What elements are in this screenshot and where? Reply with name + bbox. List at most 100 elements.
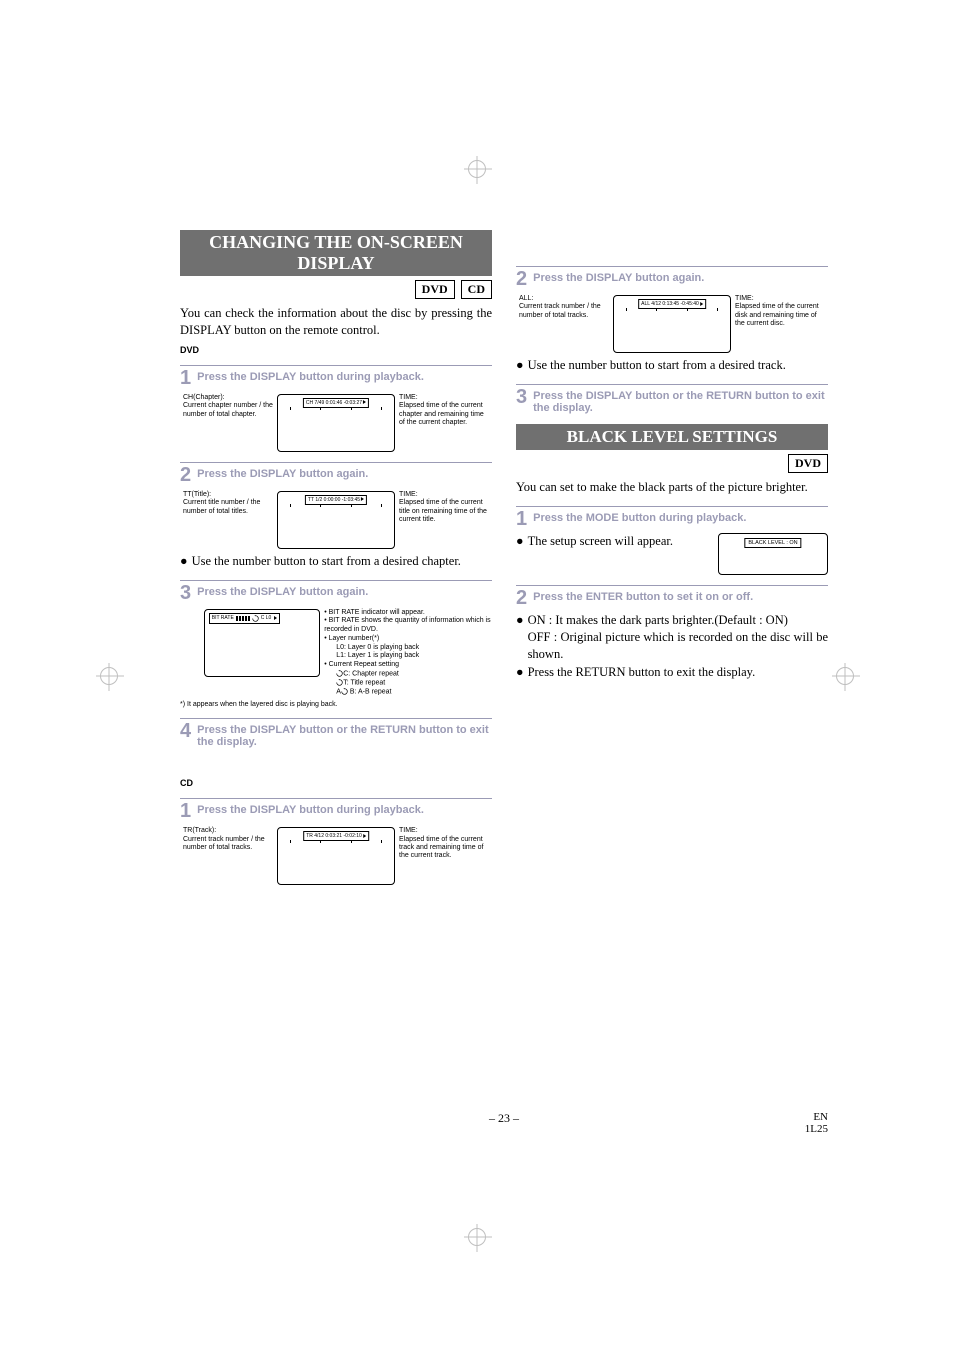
step-text: Press the ENTER button to set it on or o…: [516, 588, 828, 603]
ch-bar: CH 7/49 0:01:46 -0:03:27: [306, 400, 362, 406]
bullet-text: Press the RETURN button to exit the disp…: [528, 664, 756, 681]
tt-bar: TT 1/2 0:00:00 -1:03:45: [308, 497, 360, 503]
br-n4b: T: Title repeat: [343, 679, 385, 686]
play-icon: [361, 497, 364, 501]
step-1-cd: 1 Press the DISPLAY button during playba…: [180, 801, 492, 821]
step-text: Press the DISPLAY button during playback…: [180, 368, 492, 383]
repeat-icon: [252, 615, 259, 622]
tt-right-body: Elapsed time of the current title on rem…: [399, 499, 489, 524]
bullet-dot: ●: [180, 553, 188, 570]
step-text: Press the DISPLAY button or the RETURN b…: [180, 721, 492, 748]
play-icon: [363, 834, 366, 838]
screen-black-level: BLACK LEVEL : ON: [718, 533, 828, 575]
screen-all: ALL 4/12 0:13:45 -0:45:40: [613, 295, 731, 353]
banner-black-level: BLACK LEVEL SETTINGS: [516, 424, 828, 450]
diagram-all: ALL: Current track number / the number o…: [516, 295, 828, 353]
tag-dvd: DVD: [415, 280, 455, 299]
all-right-body: Elapsed time of the current disk and rem…: [735, 303, 825, 328]
br-n3: • Layer number(*): [324, 635, 492, 644]
tt-left-title: TT(Title):: [183, 491, 273, 499]
tr-right-title: TIME:: [399, 827, 489, 835]
all-left-title: ALL:: [519, 295, 609, 303]
screen-tt: TT 1/2 0:00:00 -1:03:45: [277, 491, 395, 549]
cd-section-label: CD: [180, 778, 492, 788]
tag-row-black-level: DVD: [516, 454, 828, 473]
bullet-track-num: ● Use the number button to start from a …: [516, 357, 828, 374]
step-text: Press the DISPLAY button during playback…: [180, 801, 492, 816]
bullet-text: The setup screen will appear.: [528, 533, 673, 550]
step-num: 3: [516, 387, 527, 407]
intro-changing: You can check the information about the …: [180, 305, 492, 339]
br-n3a: L0: Layer 0 is playing back: [336, 644, 492, 653]
registration-mark-right: [836, 667, 854, 685]
bitrate-bars-icon: [236, 616, 250, 621]
diagram-tt: TT(Title): Current title number / the nu…: [180, 491, 492, 549]
step-text: Press the DISPLAY button again.: [180, 583, 492, 598]
bullet-dot: ●: [516, 612, 524, 663]
br-n4a: C: Chapter repeat: [343, 670, 399, 677]
bullet-dot: ●: [516, 357, 524, 374]
step-2-bl: 2 Press the ENTER button to set it on or…: [516, 588, 828, 608]
bitrate-suffix: C L0: [261, 615, 272, 621]
footer-code: 1L25: [805, 1123, 828, 1135]
tr-left-body: Current track number / the number of tot…: [183, 836, 273, 853]
bullet-setup-screen: ● The setup screen will appear.: [516, 533, 712, 550]
step-num: 2: [516, 269, 527, 289]
bl-bar: BLACK LEVEL : ON: [744, 538, 801, 548]
dvd-section-label: DVD: [180, 345, 492, 355]
step-1-dvd: 1 Press the DISPLAY button during playba…: [180, 368, 492, 388]
screen-bitrate: BIT RATE C L0: [204, 609, 320, 677]
step-3-cd: 3 Press the DISPLAY button or the RETURN…: [516, 387, 828, 414]
step-1-bl: 1 Press the MODE button during playback.: [516, 509, 828, 529]
page-number: – 23 –: [489, 1111, 519, 1126]
bullet-dot: ●: [516, 533, 524, 550]
tr-right-body: Elapsed time of the current track and re…: [399, 836, 489, 861]
bullet-chapter-num: ● Use the number button to start from a …: [180, 553, 492, 570]
tag-dvd: DVD: [788, 454, 828, 473]
diagram-ch: CH(Chapter): Current chapter number / th…: [180, 394, 492, 452]
br-n4: • Current Repeat setting: [324, 661, 492, 670]
left-column: CHANGING THE ON-SCREEN DISPLAY DVD CD Yo…: [180, 230, 492, 889]
bullet-text: Use the number button to start from a de…: [192, 553, 461, 570]
diagram-tr: TR(Track): Current track number / the nu…: [180, 827, 492, 885]
page-footer: – 23 – EN 1L25: [180, 1111, 828, 1136]
screen-tr: TR 4/12 0:03:21 -0:02:10: [277, 827, 395, 885]
play-icon: [700, 302, 703, 306]
step-3-dvd: 3 Press the DISPLAY button again.: [180, 583, 492, 603]
play-icon: [274, 616, 277, 620]
step-text: Press the DISPLAY button or the RETURN b…: [516, 387, 828, 414]
br-n3b: L1: Layer 1 is playing back: [336, 652, 492, 661]
step-num: 4: [180, 721, 191, 741]
right-column: 2 Press the DISPLAY button again. ALL: C…: [516, 230, 828, 889]
bullet-text: Use the number button to start from a de…: [528, 357, 786, 374]
page-content: CHANGING THE ON-SCREEN DISPLAY DVD CD Yo…: [180, 230, 828, 889]
step-text: Press the DISPLAY button again.: [180, 465, 492, 480]
ch-left-title: CH(Chapter):: [183, 394, 273, 402]
step-num: 3: [180, 583, 191, 603]
registration-mark-left: [100, 667, 118, 685]
tag-row-changing: DVD CD: [180, 280, 492, 299]
bitrate-notes: • BIT RATE indicator will appear. • BIT …: [324, 609, 492, 698]
ch-right-title: TIME:: [399, 394, 489, 402]
all-bar: ALL 4/12 0:13:45 -0:45:40: [641, 301, 699, 307]
step-text: Press the MODE button during playback.: [516, 509, 828, 524]
registration-mark-bottom: [468, 1228, 486, 1246]
intro-black-level: You can set to make the black parts of t…: [516, 479, 828, 496]
screen-ch: CH 7/49 0:01:46 -0:03:27: [277, 394, 395, 452]
tt-left-body: Current title number / the number of tot…: [183, 499, 273, 516]
all-left-body: Current track number / the number of tot…: [519, 303, 609, 320]
on-desc: ON : It makes the dark parts brighter.(D…: [528, 613, 788, 627]
tr-left-title: TR(Track):: [183, 827, 273, 835]
tr-bar: TR 4/12 0:03:21 -0:02:10: [306, 833, 362, 839]
play-icon: [363, 400, 366, 404]
diagram-bitrate: BIT RATE C L0 • BIT RATE indicator will …: [180, 609, 492, 698]
footer-en: EN: [813, 1111, 828, 1123]
step-2-dvd: 2 Press the DISPLAY button again.: [180, 465, 492, 485]
repeat-icon: [341, 688, 348, 695]
bitrate-label: BIT RATE: [212, 615, 234, 621]
bullet-dot: ●: [516, 664, 524, 681]
bullet-on-off: ● ON : It makes the dark parts brighter.…: [516, 612, 828, 663]
step-text: Press the DISPLAY button again.: [516, 269, 828, 284]
registration-mark-top: [468, 160, 486, 178]
banner-changing-display: CHANGING THE ON-SCREEN DISPLAY: [180, 230, 492, 276]
